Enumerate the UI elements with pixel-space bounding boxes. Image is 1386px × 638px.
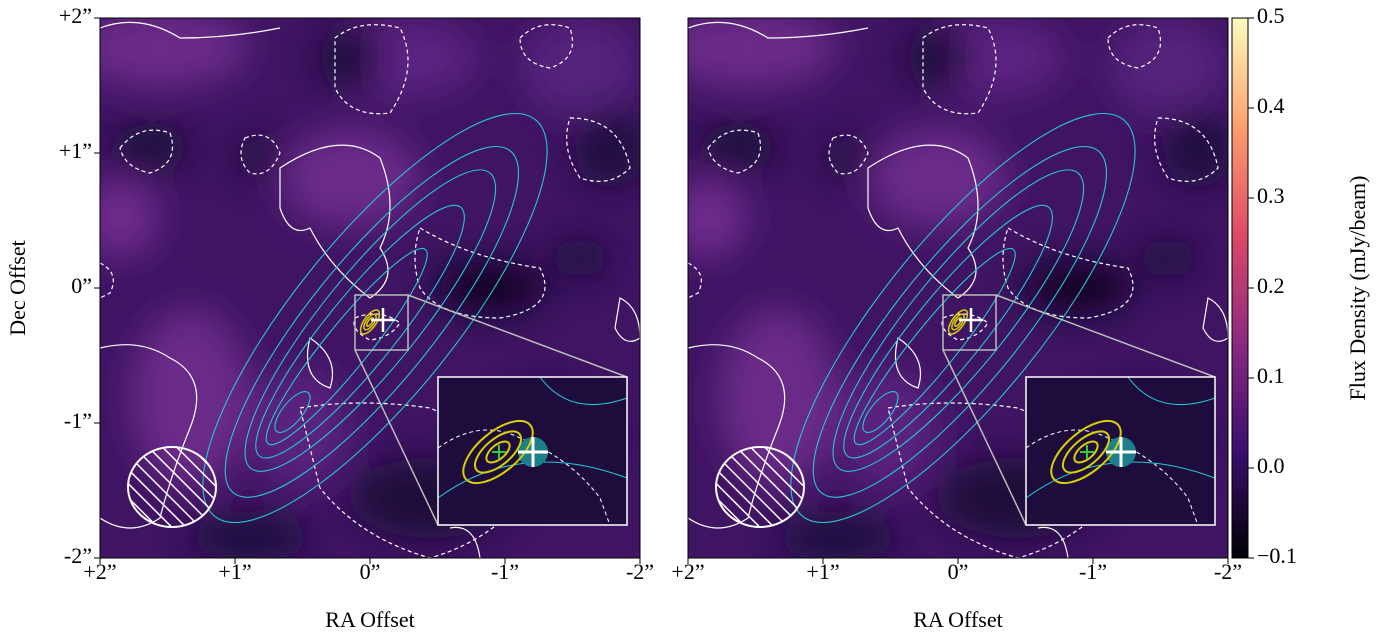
y-tick-label: -2” [64,543,92,568]
colorbar-tick-label: 0.1 [1257,363,1285,388]
colorbar-tick-label: 0.3 [1257,183,1285,208]
x-tick-label: -2” [626,559,654,584]
x-tick-label: +2” [83,559,116,584]
x-tick-label: -1” [491,559,519,584]
x-axis-label: RA Offset [913,607,1002,632]
x-tick-label: -1” [1079,559,1107,584]
colorbar-label: Flux Density (mJy/beam) [1345,176,1370,401]
y-axis-label: Dec Offset [5,240,30,336]
x-tick-label: 0” [360,559,381,584]
image-panel [70,8,645,567]
colorbar-tick-label: −0.1 [1257,543,1297,568]
colorbar-tick-label: 0.4 [1257,93,1285,118]
y-tick-label: 0” [71,273,92,298]
x-tick-label: 0” [948,559,969,584]
colorbar-tick-label: 0.0 [1257,453,1285,478]
x-tick-label: +1” [806,559,839,584]
y-tick-label: -1” [64,408,92,433]
y-tick-label: +1” [59,138,92,163]
colorbar [1231,17,1249,559]
x-axis-label: RA Offset [325,607,414,632]
image-panel [658,8,1233,567]
x-tick-label: +1” [218,559,251,584]
colorbar-tick-label: 0.2 [1257,273,1285,298]
x-tick-label: +2” [671,559,704,584]
colorbar-tick-label: 0.5 [1257,3,1285,28]
x-tick-label: -2” [1214,559,1242,584]
y-tick-label: +2” [59,3,92,28]
